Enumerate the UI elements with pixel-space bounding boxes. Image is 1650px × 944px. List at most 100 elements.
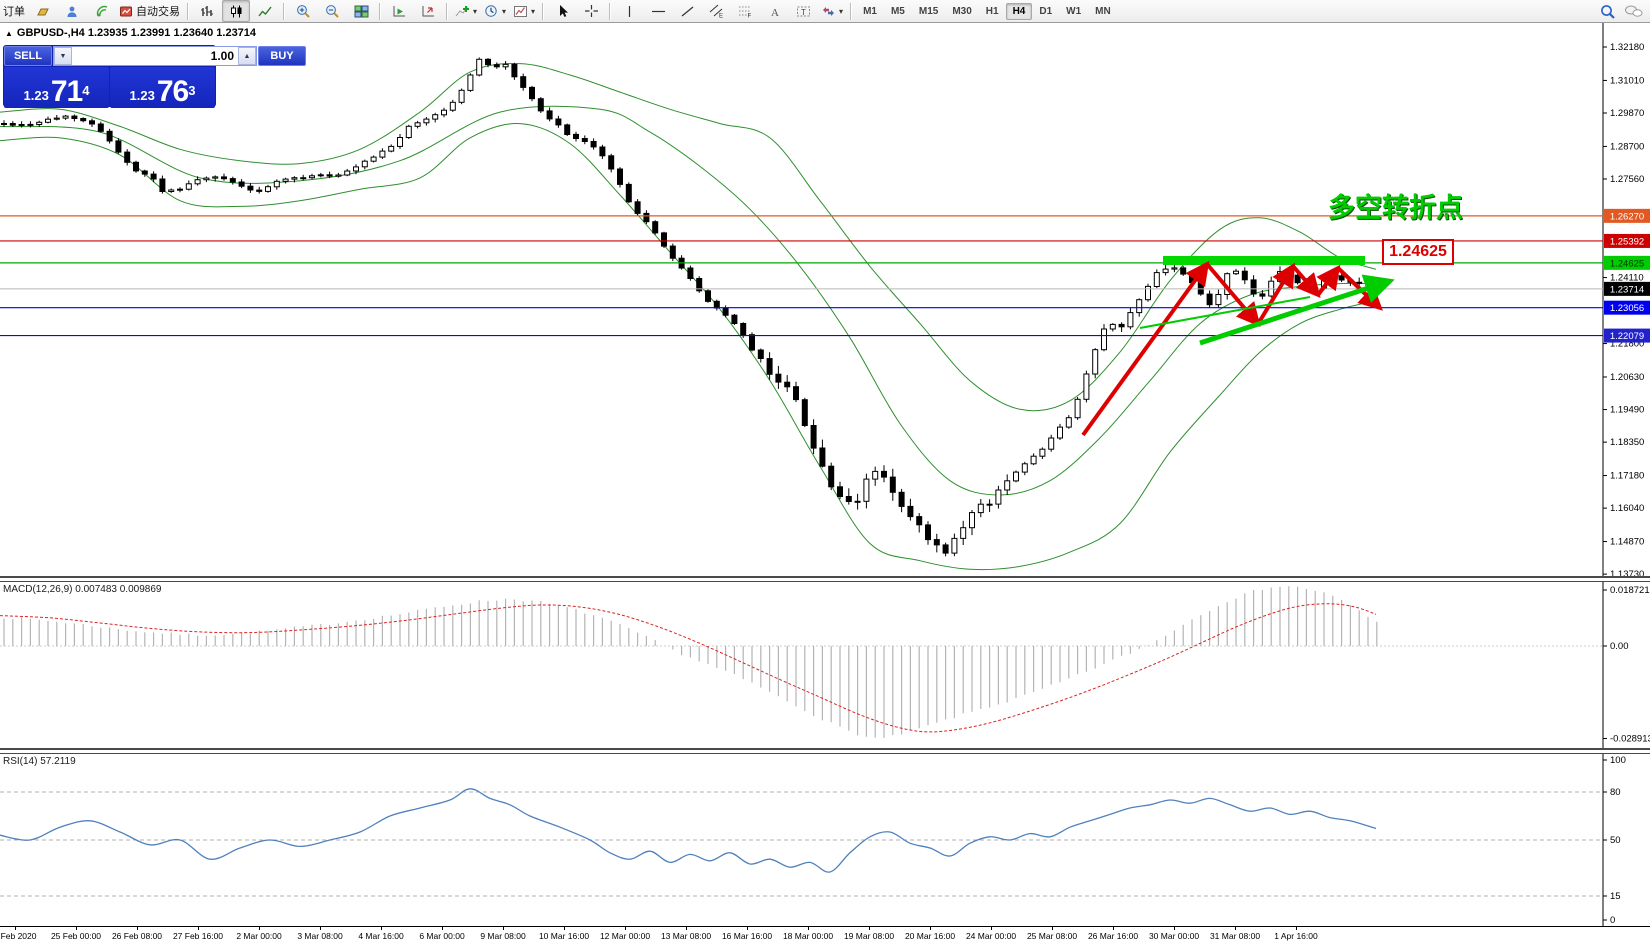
- volume-down-button[interactable]: ▼: [54, 47, 72, 65]
- tf-D1[interactable]: D1: [1039, 5, 1053, 17]
- svg-text:1.14870: 1.14870: [1610, 537, 1644, 548]
- crosshair-button[interactable]: [577, 0, 605, 22]
- auto-trading-icon: [119, 5, 134, 18]
- arrows-button[interactable]: ▾: [818, 0, 846, 22]
- tile-windows-button[interactable]: [347, 0, 375, 22]
- sell-price[interactable]: 1.23 71 4: [4, 67, 109, 108]
- horizontal-line-button[interactable]: [644, 0, 672, 22]
- buy-price-small: 1.23: [129, 88, 155, 103]
- date-tick: [1052, 927, 1053, 930]
- gold-bar-button[interactable]: [29, 0, 57, 22]
- chart-drawings[interactable]: [1081, 256, 1395, 437]
- bar-chart-button[interactable]: [193, 0, 221, 22]
- new-order-button[interactable]: 订单: [0, 0, 28, 22]
- svg-text:15: 15: [1610, 891, 1621, 902]
- line-chart-button[interactable]: [251, 0, 279, 22]
- date-tick: [747, 927, 748, 930]
- symbol-marker-icon: ▲: [5, 28, 13, 38]
- separator: [609, 2, 612, 20]
- indicators-button[interactable]: ▾: [452, 0, 480, 22]
- red-trend-arrow: [1256, 262, 1296, 326]
- trendline-button[interactable]: [673, 0, 701, 22]
- red-trend-arrow: [1205, 262, 1261, 328]
- tf-W1[interactable]: W1: [1066, 5, 1082, 17]
- rsi-panel[interactable]: 100 80 50 15 0: [0, 754, 1650, 926]
- date-tick: [320, 927, 321, 930]
- tf-H1[interactable]: H1: [985, 5, 999, 17]
- zoom-out-button[interactable]: [318, 0, 346, 22]
- date-tick: [137, 927, 138, 930]
- buy-price[interactable]: 1.23 76 3: [110, 67, 215, 108]
- chart-area: 1.32180 1.31010 1.29870 1.28700 1.27560 1.241…: [0, 23, 1650, 944]
- date-label: 12 Mar 00:00: [599, 931, 651, 941]
- buy-price-big: 76: [156, 75, 189, 108]
- date-tick: [1113, 927, 1114, 930]
- signals-icon: [94, 5, 109, 18]
- tile-windows-icon: [354, 5, 369, 18]
- date-label: 9 Mar 08:00: [480, 931, 526, 941]
- sell-button[interactable]: SELL: [4, 46, 52, 66]
- auto-scroll-button[interactable]: [385, 0, 413, 22]
- rsi-label: RSI(14) 57.2119: [3, 756, 76, 767]
- chevron-down-icon: ▾: [531, 6, 536, 16]
- price-axis[interactable]: 1.32180 1.31010 1.29870 1.28700 1.27560 1.241…: [1602, 23, 1644, 576]
- svg-text:1.18350: 1.18350: [1610, 437, 1644, 448]
- signals-button[interactable]: [87, 0, 115, 22]
- chat-icon[interactable]: [1624, 4, 1644, 19]
- tf-MN[interactable]: MN: [1095, 5, 1111, 17]
- date-tick: [686, 927, 687, 930]
- periods-button[interactable]: ▾: [481, 0, 509, 22]
- svg-text:0: 0: [1610, 915, 1615, 926]
- toolbar-right: [1600, 4, 1644, 19]
- date-axis[interactable]: 1 Feb 2020 25 Feb 00:00 26 Feb 08:00 27 Feb…: [0, 926, 1650, 944]
- auto-trading-label: 自动交易: [136, 6, 180, 18]
- red-trend-arrow: [1291, 264, 1321, 299]
- macd-panel[interactable]: 0.018721 0.00 -0.028913: [0, 582, 1650, 748]
- rsi-axis[interactable]: 100 80 50 15 0: [1602, 754, 1626, 926]
- auto-trading-button[interactable]: 自动交易: [116, 0, 183, 22]
- svg-text:1.24625: 1.24625: [1610, 258, 1644, 269]
- equidistant-channel-button[interactable]: E: [702, 0, 730, 22]
- tf-H4[interactable]: H4: [1005, 2, 1033, 20]
- templates-button[interactable]: ▾: [510, 0, 538, 22]
- price-tag-annotation[interactable]: 1.24625: [1382, 239, 1454, 265]
- chart-shift-button[interactable]: [414, 0, 442, 22]
- chart-shift-icon: [421, 5, 436, 18]
- templates-icon: [513, 5, 528, 18]
- panel-separator[interactable]: [0, 576, 1650, 582]
- text-button[interactable]: A: [760, 0, 788, 22]
- main-chart[interactable]: 1.32180 1.31010 1.29870 1.28700 1.27560 1.241…: [0, 23, 1650, 576]
- svg-text:1.13730: 1.13730: [1610, 569, 1644, 576]
- text-label-icon: T: [796, 5, 811, 18]
- level-lines[interactable]: 1.26270 1.25392 1.24625 1.23056 1.22079 1.237…: [0, 208, 1650, 343]
- svg-text:0.00: 0.00: [1610, 641, 1629, 652]
- separator: [850, 2, 853, 20]
- date-tick: [930, 927, 931, 930]
- date-tick: [869, 927, 870, 930]
- candlestick-chart-button[interactable]: [222, 0, 250, 22]
- turning-point-annotation[interactable]: 多空转折点: [1328, 193, 1463, 223]
- chevron-down-icon: ▾: [473, 6, 478, 16]
- cursor-button[interactable]: [548, 0, 576, 22]
- volume-input[interactable]: [72, 47, 238, 65]
- text-icon: A: [768, 5, 781, 18]
- text-label-button[interactable]: T: [789, 0, 817, 22]
- community-button[interactable]: [58, 0, 86, 22]
- volume-up-button[interactable]: ▲: [238, 47, 256, 65]
- zoom-in-button[interactable]: [289, 0, 317, 22]
- svg-text:0.018721: 0.018721: [1610, 585, 1650, 596]
- svg-text:1.22079: 1.22079: [1610, 331, 1644, 342]
- panel-separator[interactable]: [0, 748, 1650, 754]
- tf-M1[interactable]: M1: [863, 5, 877, 17]
- cursor-icon: [556, 4, 569, 18]
- indicators-icon: [455, 5, 470, 18]
- macd-axis[interactable]: 0.018721 0.00 -0.028913: [1602, 582, 1650, 748]
- tf-M15[interactable]: M15: [918, 5, 939, 17]
- toolbar: 订单 自动交易 ▾ ▾ ▾ E F A T ▾ M1: [0, 0, 1650, 23]
- vertical-line-button[interactable]: [615, 0, 643, 22]
- buy-button[interactable]: BUY: [258, 46, 306, 66]
- search-icon[interactable]: [1600, 4, 1616, 19]
- fibonacci-button[interactable]: F: [731, 0, 759, 22]
- tf-M30[interactable]: M30: [952, 5, 972, 17]
- tf-M5[interactable]: M5: [890, 5, 905, 17]
